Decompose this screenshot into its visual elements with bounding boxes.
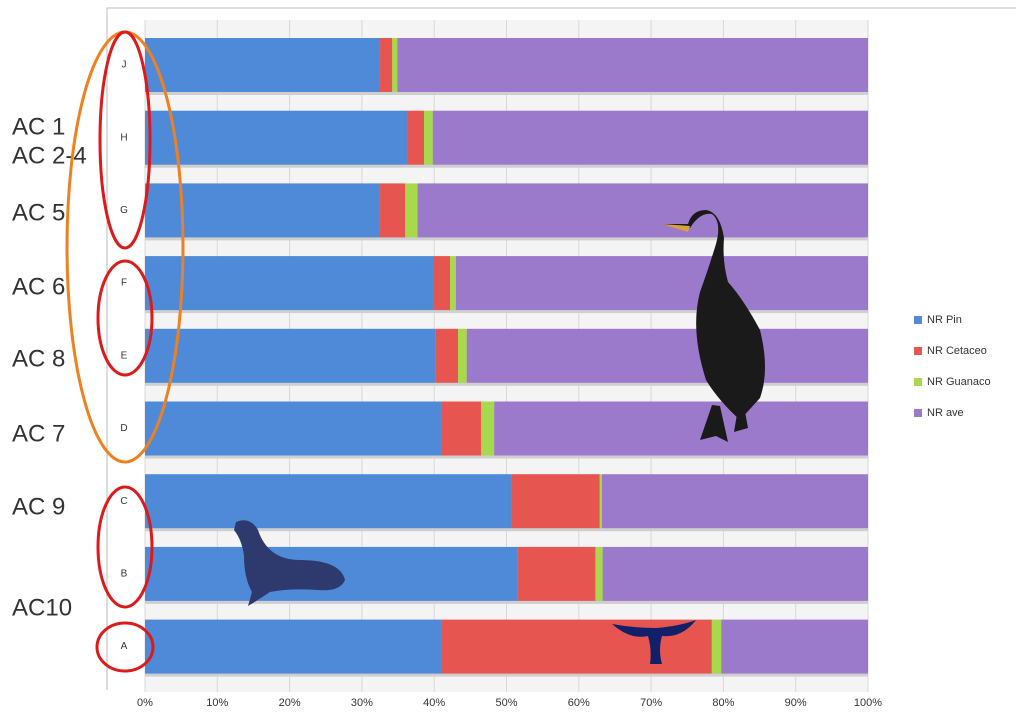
bar-segment <box>145 401 442 456</box>
bar-segment <box>595 546 603 601</box>
x-tick-label: 10% <box>206 697 228 709</box>
x-tick-label: 100% <box>854 697 882 709</box>
bar-segment <box>145 110 408 165</box>
bar-segment <box>481 401 495 456</box>
x-tick-label: 40% <box>423 697 445 709</box>
legend-swatch <box>914 378 922 386</box>
annotation: AC 7 <box>12 420 65 447</box>
bar-segment <box>433 256 451 311</box>
x-tick-label: 30% <box>351 697 373 709</box>
bar-segment <box>494 401 868 456</box>
bar-segment <box>435 328 459 383</box>
x-tick-label: 0% <box>137 697 153 709</box>
legend-label: NR Cetaceo <box>927 345 987 357</box>
y-tick-label: C <box>120 496 127 507</box>
plot: 0% 10% 20% 30% 40% 50% 60% 70% 80% 90% 100% J H G F E D C… <box>120 20 882 709</box>
bar-segment <box>441 401 482 456</box>
bar-segment <box>450 256 456 311</box>
bar-segment <box>599 474 602 529</box>
annotation: AC 5 <box>12 199 65 226</box>
legend-label: NR ave <box>927 407 964 419</box>
y-tick-label: H <box>120 132 127 143</box>
annotation: AC 2-4 <box>12 142 87 169</box>
legend-label: NR Pin <box>927 314 962 326</box>
bar-segment <box>721 619 868 674</box>
y-tick-label: J <box>122 60 127 71</box>
legend-swatch <box>914 409 922 417</box>
bar-segment <box>458 328 467 383</box>
y-tick-label: A <box>121 641 128 652</box>
bar-segment <box>145 619 442 674</box>
bar-segment <box>466 328 868 383</box>
group-ellipse <box>98 30 152 250</box>
annotation: AC 1 <box>12 113 65 140</box>
annotation: AC 9 <box>12 493 65 520</box>
annotation: AC 8 <box>12 345 65 372</box>
sea-lion <box>234 520 345 606</box>
bar-segment <box>145 474 512 529</box>
bar-segment <box>145 328 436 383</box>
bar-segment <box>601 474 868 529</box>
y-tick-label: E <box>121 350 128 361</box>
bar-segment <box>397 38 868 92</box>
y-tick-label: F <box>121 278 127 289</box>
bar-segment <box>711 619 722 674</box>
y-tick-label: G <box>120 205 128 216</box>
legend-label: NR Guanaco <box>927 376 991 388</box>
whale-tail <box>612 620 696 664</box>
bar-segment <box>511 474 600 529</box>
bar-segment <box>432 110 868 165</box>
annotation: AC 6 <box>12 273 65 300</box>
bar-segment <box>145 38 380 92</box>
y-tick-label: D <box>120 423 127 434</box>
highlights <box>65 30 185 673</box>
cormorant <box>662 210 765 442</box>
bar-segment <box>407 110 425 165</box>
x-tick-label: 70% <box>640 697 662 709</box>
bar-segment <box>602 546 868 601</box>
bar-segment <box>517 546 596 601</box>
annotation: AC10 <box>12 594 72 621</box>
legend-swatch <box>914 347 922 355</box>
legend-swatch <box>914 316 922 324</box>
bar-segment <box>424 110 433 165</box>
bar-segment <box>145 256 434 311</box>
x-tick-label: 60% <box>568 697 590 709</box>
x-tick-label: 80% <box>712 697 734 709</box>
x-tick-label: 50% <box>495 697 517 709</box>
x-tick-label: 20% <box>279 697 301 709</box>
bar-segment <box>405 183 418 238</box>
y-tick-label: B <box>121 569 128 580</box>
bar-segment <box>455 256 868 311</box>
x-tick-label: 90% <box>785 697 807 709</box>
bar-segment <box>379 38 393 92</box>
group-ellipse <box>96 485 154 609</box>
group-ellipse <box>95 621 155 673</box>
group-ellipse <box>96 259 154 377</box>
bar-segment <box>379 183 406 238</box>
bar-segment <box>417 183 868 238</box>
bar-segment <box>392 38 398 92</box>
